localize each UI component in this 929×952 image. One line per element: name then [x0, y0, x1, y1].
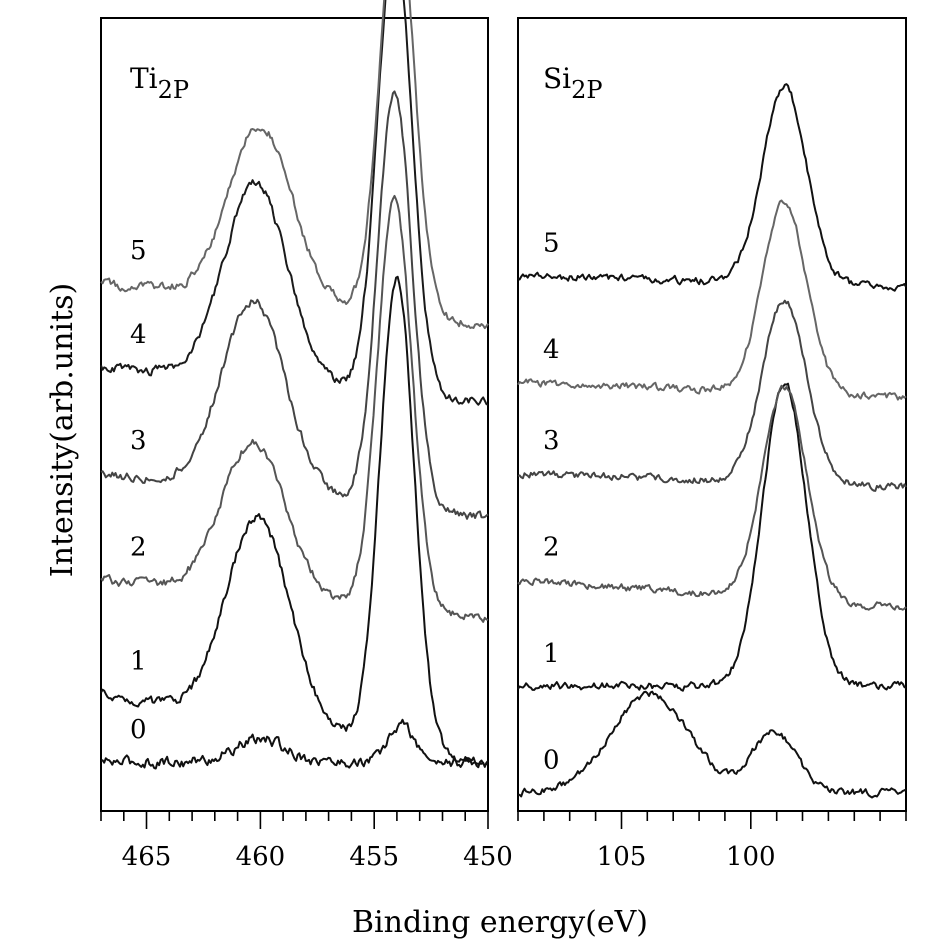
x-tick-label: 100: [726, 842, 776, 872]
curve-label-si2p-4: 4: [543, 335, 560, 365]
spectrum-curve-si2p-4: [517, 199, 907, 401]
curve-label-si2p-3: 3: [543, 426, 560, 456]
si2p-x-axis: 105 100: [517, 811, 907, 872]
ti2p-curve-labels: 0 1 2 3 4 5: [130, 236, 147, 745]
spectrum-curve-ti2p-4: [100, 0, 489, 406]
ti2p-title: Ti2P: [130, 62, 189, 104]
si2p-title-main: Si: [543, 62, 571, 95]
ti2p-title-sub: 2P: [158, 76, 189, 104]
ti2p-curves: [100, 0, 489, 770]
curve-label-si2p-2: 2: [543, 533, 560, 563]
x-axis-title: Binding energy(eV): [352, 905, 648, 940]
x-tick-label: 450: [463, 842, 513, 872]
curve-label-si2p-5: 5: [543, 229, 560, 259]
curve-label-ti2p-1: 1: [130, 647, 147, 677]
x-tick-label: 460: [236, 842, 286, 872]
spectrum-curve-ti2p-5: [100, 0, 489, 330]
spectrum-curve-ti2p-2: [100, 194, 489, 623]
curve-label-ti2p-5: 5: [130, 236, 147, 266]
si2p-panel: Si2P 0 1 2 3 4 5 105 100: [517, 17, 907, 872]
spectrum-curve-ti2p-1: [100, 275, 489, 768]
spectrum-curve-si2p-3: [517, 299, 907, 492]
curve-label-ti2p-3: 3: [130, 426, 147, 456]
spectrum-curve-si2p-1: [517, 382, 907, 692]
ti2p-x-axis: 465 460 455 450: [100, 811, 513, 872]
si2p-title-sub: 2P: [571, 76, 602, 104]
ti2p-title-main: Ti: [130, 62, 158, 95]
si2p-curves: [517, 83, 907, 799]
y-axis-title: Intensity(arb.units): [45, 283, 80, 577]
x-tick-label: 465: [122, 842, 172, 872]
x-tick-label: 105: [597, 842, 647, 872]
spectrum-curve-si2p-0: [517, 690, 907, 799]
ti2p-frame: [100, 17, 489, 812]
spectrum-curve-si2p-2: [517, 384, 907, 611]
curve-label-ti2p-0: 0: [130, 715, 147, 745]
spectrum-curve-ti2p-3: [100, 90, 489, 520]
si2p-curve-labels: 0 1 2 3 4 5: [543, 229, 560, 776]
spectrum-curve-ti2p-0: [100, 718, 489, 770]
curve-label-si2p-1: 1: [543, 639, 560, 669]
si2p-title: Si2P: [543, 62, 603, 104]
curve-label-ti2p-2: 2: [130, 533, 147, 563]
ti2p-panel: Ti2P 0 1 2 3 4 5 465 460 455 450: [100, 0, 513, 872]
si2p-frame: [517, 17, 907, 812]
curve-label-si2p-0: 0: [543, 745, 560, 775]
curve-label-ti2p-4: 4: [130, 320, 147, 350]
x-tick-label: 455: [349, 842, 399, 872]
spectrum-curve-si2p-5: [517, 83, 907, 292]
